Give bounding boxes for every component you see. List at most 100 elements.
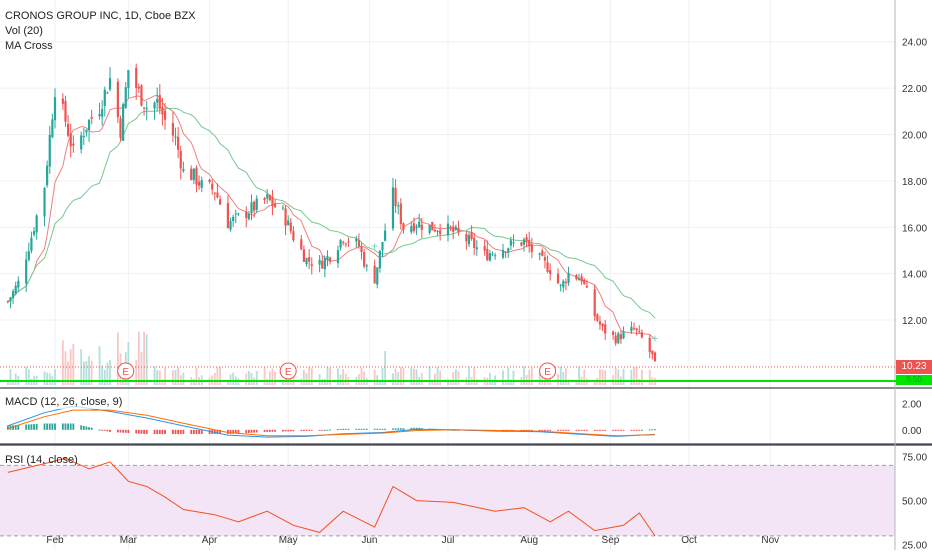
volume-bar (475, 379, 478, 385)
volume-bar (274, 371, 276, 385)
macd-histogram-bar (410, 427, 413, 430)
volume-bar (143, 331, 145, 385)
macd-histogram-bar (321, 429, 324, 431)
volume-bar (247, 370, 250, 385)
time-axis-tick: Sep (602, 535, 620, 546)
candle-body (583, 279, 586, 284)
candle-body (250, 202, 253, 214)
macd-histogram-bar (266, 429, 269, 432)
candle-body (253, 201, 256, 211)
candle-body (255, 198, 258, 210)
rsi-legend[interactable]: RSI (14, close) (5, 454, 78, 466)
macd-histogram-bar (394, 428, 397, 430)
candle-body (302, 249, 305, 262)
macd-histogram-bar (85, 426, 88, 430)
volume-bar (227, 379, 229, 385)
macd-histogram-bar (190, 429, 193, 435)
volume-bar (567, 379, 570, 385)
symbol-legend[interactable]: CRONOS GROUP INC, 1D, Cboe BZX (5, 10, 196, 22)
candle-body (457, 228, 460, 233)
volume-bar (88, 356, 90, 385)
candle-body (27, 251, 30, 260)
macd-histogram-bar (633, 429, 635, 431)
time-axis-tick: Jul (442, 535, 455, 546)
candle-body (363, 252, 366, 267)
macd-histogram-bar (161, 429, 164, 435)
candle-body (64, 101, 67, 122)
macd-histogram-bar (46, 423, 49, 430)
macd-histogram-bar (635, 429, 638, 431)
macd-histogram-bar (109, 429, 111, 432)
candle-body (402, 223, 405, 230)
candle-body (161, 107, 164, 115)
macd-histogram-bar (192, 429, 195, 435)
volume-bar (502, 370, 504, 385)
macd-histogram-bar (654, 429, 656, 431)
macd-histogram-bar (648, 429, 651, 431)
earnings-marker: E (117, 362, 135, 380)
candle-body (504, 251, 507, 253)
volume-bar (282, 379, 284, 385)
macd-histogram-bar (365, 428, 368, 430)
volume-legend[interactable]: Vol (20) (5, 25, 43, 37)
macd-histogram-bar (174, 429, 177, 435)
candle-body (122, 104, 125, 141)
price-axis-tick: 20.00 (902, 131, 927, 142)
macd-histogram-bar (103, 429, 106, 431)
volume-bar (575, 379, 578, 385)
candle-body (35, 215, 38, 233)
volume-bar (473, 367, 476, 385)
signal-line (7, 409, 656, 437)
candle-body (580, 276, 583, 282)
candle-body (234, 213, 237, 215)
volume-bar (557, 374, 559, 385)
price-axis-tick: 14.00 (902, 270, 927, 281)
volume-bar (305, 373, 308, 385)
macd-histogram-bar (544, 429, 546, 431)
macd-histogram-bar (106, 429, 109, 432)
macd-histogram-bar (326, 429, 329, 431)
candle-body (323, 258, 326, 270)
macd-histogram-bar (124, 429, 127, 433)
volume-bar (562, 371, 565, 385)
volume-bar (507, 367, 510, 385)
macd-histogram-bar (90, 427, 93, 430)
volume-bar (468, 366, 470, 385)
volume-bar (565, 368, 567, 385)
macd-histogram-bar (48, 423, 51, 430)
time-axis-tick: May (279, 535, 298, 546)
macd-histogram-bar (622, 429, 625, 431)
macd-histogram-bar (575, 429, 578, 431)
macd-histogram-bar (538, 429, 541, 431)
macd-histogram-bar (229, 429, 232, 434)
macd-histogram-bar (402, 428, 405, 430)
candle-body (567, 272, 570, 283)
candle-body (397, 205, 400, 207)
candle-body (135, 67, 138, 88)
candle-body (6, 301, 9, 303)
volume-bar (337, 368, 339, 385)
macd-histogram-bar (599, 429, 601, 431)
candle-body (182, 168, 185, 171)
macd-histogram-bar (200, 429, 203, 435)
macd-histogram-bar (596, 429, 599, 431)
candle-body (653, 352, 657, 362)
candle-body (310, 264, 313, 267)
candle-body (433, 229, 436, 232)
volume-bar (329, 367, 331, 385)
candle-body (491, 253, 494, 255)
ma-cross-legend[interactable]: MA Cross (5, 40, 53, 52)
macd-histogram-bar (651, 429, 654, 431)
volume-bar (491, 379, 494, 385)
candle-body (543, 257, 547, 261)
macd-histogram-bar (292, 429, 295, 432)
volume-bar (6, 379, 9, 385)
macd-legend[interactable]: MACD (12, 26, close, 9) (5, 396, 123, 409)
candle-body (179, 150, 182, 169)
candle-body (494, 255, 497, 257)
time-axis-tick: Aug (520, 535, 538, 546)
earnings-circle (117, 362, 135, 380)
macd-histogram-bar (282, 429, 284, 432)
